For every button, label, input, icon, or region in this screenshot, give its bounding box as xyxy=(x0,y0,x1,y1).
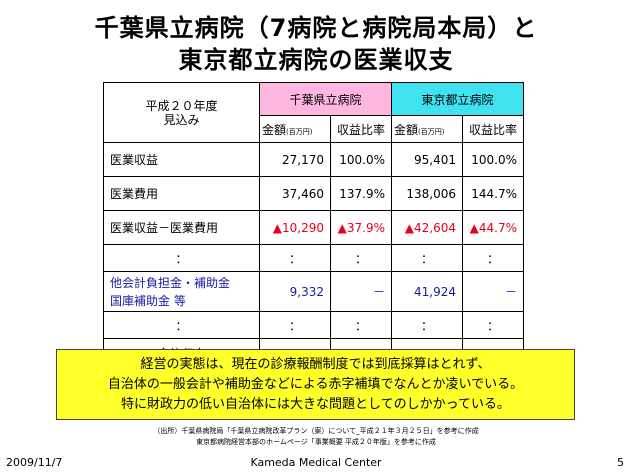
cell-chiba-amount: 37,460 xyxy=(259,176,331,211)
table-row-ellipsis: ： ： ： ： ： xyxy=(103,244,524,272)
note-line: 経営の実態は、現在の診療報酬制度では到底採算はとれず、 xyxy=(140,357,491,372)
footer-organization: Kameda Medical Center xyxy=(250,456,382,469)
ellipsis: ： xyxy=(391,311,463,339)
subheader-ratio-chiba: 収益比率 xyxy=(330,115,392,143)
table-row: 医業費用 37,460 137.9% 138,006 144.7% xyxy=(103,176,524,211)
table-row: 医業収益 27,170 100.0% 95,401 100.0% xyxy=(103,142,524,177)
ellipsis: ： xyxy=(330,244,392,272)
cell-tokyo-ratio: 100.0% xyxy=(462,142,524,177)
row-label: 医業収益 xyxy=(103,142,260,177)
note-line: 特に財政力の低い自治体には大きな問題としてのしかかっている。 xyxy=(121,397,510,412)
ellipsis: ： xyxy=(330,311,392,339)
subheader-amount-tokyo: 金額(百万円) xyxy=(391,115,463,143)
table-row-ellipsis: ： ： ： ： ： xyxy=(103,311,524,339)
subheader-amount-chiba: 金額(百万円) xyxy=(259,115,331,143)
row-label: 他会計負担金・補助金 国庫補助金 等 xyxy=(103,271,260,312)
cell-tokyo-amount: 95,401 xyxy=(391,142,463,177)
cell-tokyo-amount: 41,924 xyxy=(391,271,463,312)
ellipsis: ： xyxy=(103,311,260,339)
ellipsis: ： xyxy=(391,244,463,272)
budget-table: 平成２０年度 見込み 千葉県立病院 東京都立病院 金額(百万円) 収益比率 金額(… xyxy=(103,82,524,369)
row-label: 医業費用 xyxy=(103,176,260,211)
source-note-line1: （出所）千葉県病院局「千葉県立病院改革プラン（案）について_平成２１年３月２５日… xyxy=(153,427,479,435)
cell-chiba-amount: 27,170 xyxy=(259,142,331,177)
cell-chiba-ratio: 100.0% xyxy=(330,142,392,177)
subheader-ratio-tokyo: 収益比率 xyxy=(462,115,524,143)
table-row: 医業収益－医業費用 ▲10,290 ▲37.9% ▲42,604 ▲44.7% xyxy=(103,210,524,245)
ellipsis: ： xyxy=(462,311,524,339)
footer-page-number: 5 xyxy=(617,456,624,469)
cell-chiba-ratio: 137.9% xyxy=(330,176,392,211)
ellipsis: ： xyxy=(259,311,331,339)
note-line: 自治体の一般会計や補助金などによる赤字補填でなんとか凌いでいる。 xyxy=(107,377,524,392)
header-tokyo: 東京都立病院 xyxy=(391,82,524,116)
row-label: 医業収益－医業費用 xyxy=(103,210,260,245)
cell-tokyo-amount: 138,006 xyxy=(391,176,463,211)
cell-tokyo-amount: ▲42,604 xyxy=(391,210,463,245)
cell-tokyo-ratio: － xyxy=(462,271,524,312)
cell-chiba-amount: 9,332 xyxy=(259,271,331,312)
source-note-line2: 東京都病院経営本部のホームページ「事業概要 平成２０年版」を参考に作成 xyxy=(196,438,436,446)
cell-chiba-ratio: ▲37.9% xyxy=(330,210,392,245)
slide-title-line2: 東京都立病院の医業収支 xyxy=(178,46,454,74)
ellipsis: ： xyxy=(259,244,331,272)
slide-title-line1: 千葉県立病院（7病院と病院局本局）と xyxy=(94,14,538,42)
table-corner-header: 平成２０年度 見込み xyxy=(103,82,260,143)
cell-chiba-amount: ▲10,290 xyxy=(259,210,331,245)
ellipsis: ： xyxy=(103,244,260,272)
table-row: 他会計負担金・補助金 国庫補助金 等 9,332 － 41,924 － xyxy=(103,271,524,312)
conclusion-note: 経営の実態は、現在の診療報酬制度では到底採算はとれず、 自治体の一般会計や補助金… xyxy=(56,349,575,420)
cell-tokyo-ratio: ▲44.7% xyxy=(462,210,524,245)
footer-date: 2009/11/7 xyxy=(6,456,63,469)
cell-tokyo-ratio: 144.7% xyxy=(462,176,524,211)
ellipsis: ： xyxy=(462,244,524,272)
cell-chiba-ratio: － xyxy=(330,271,392,312)
header-chiba: 千葉県立病院 xyxy=(259,82,392,116)
